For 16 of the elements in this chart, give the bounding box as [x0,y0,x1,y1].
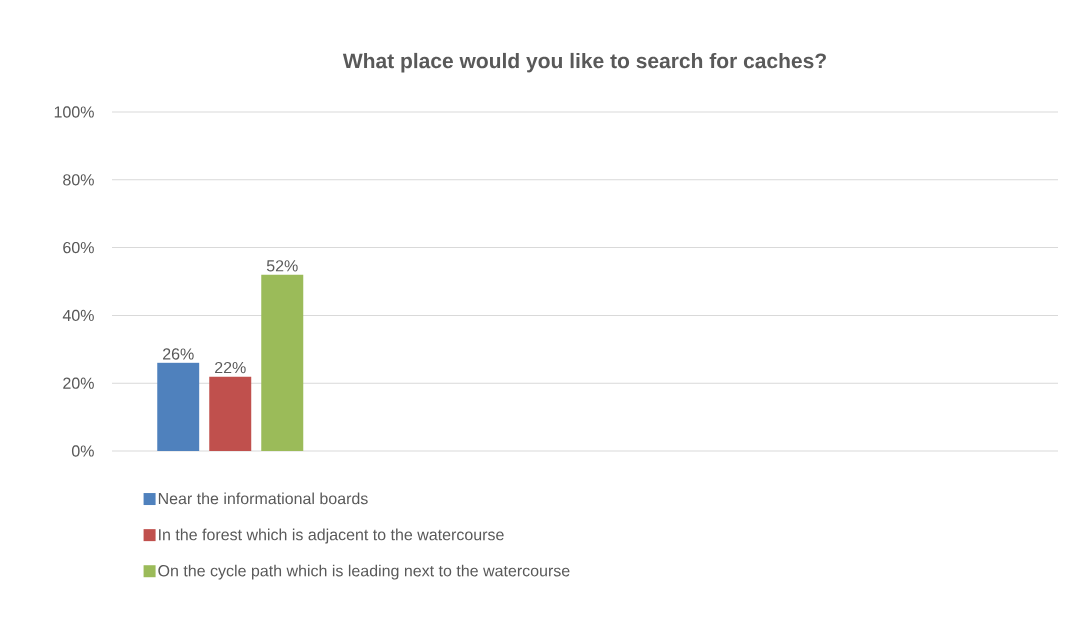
bar [209,376,252,451]
legend-label: On the cycle path which is leading next to the watercourse [158,564,570,580]
bar [157,362,200,451]
y-tick-label: 100% [54,106,94,118]
y-tick-label: 60% [63,241,94,254]
y-tick-label: 0% [71,445,94,457]
y-tick-label: 20% [63,377,94,389]
legend-label: Near the informational boards [158,492,368,505]
data-label: 52% [266,260,298,272]
y-tick-label: 80% [63,174,94,186]
data-label: 26% [163,348,194,360]
legend-label: In the forest which is adjacent to the watercourse [159,528,504,544]
y-tick-label: 40% [62,309,94,322]
data-label: 22% [215,361,246,374]
chart-title: What place would you like to search for caches? [342,52,826,73]
bar [261,274,304,451]
